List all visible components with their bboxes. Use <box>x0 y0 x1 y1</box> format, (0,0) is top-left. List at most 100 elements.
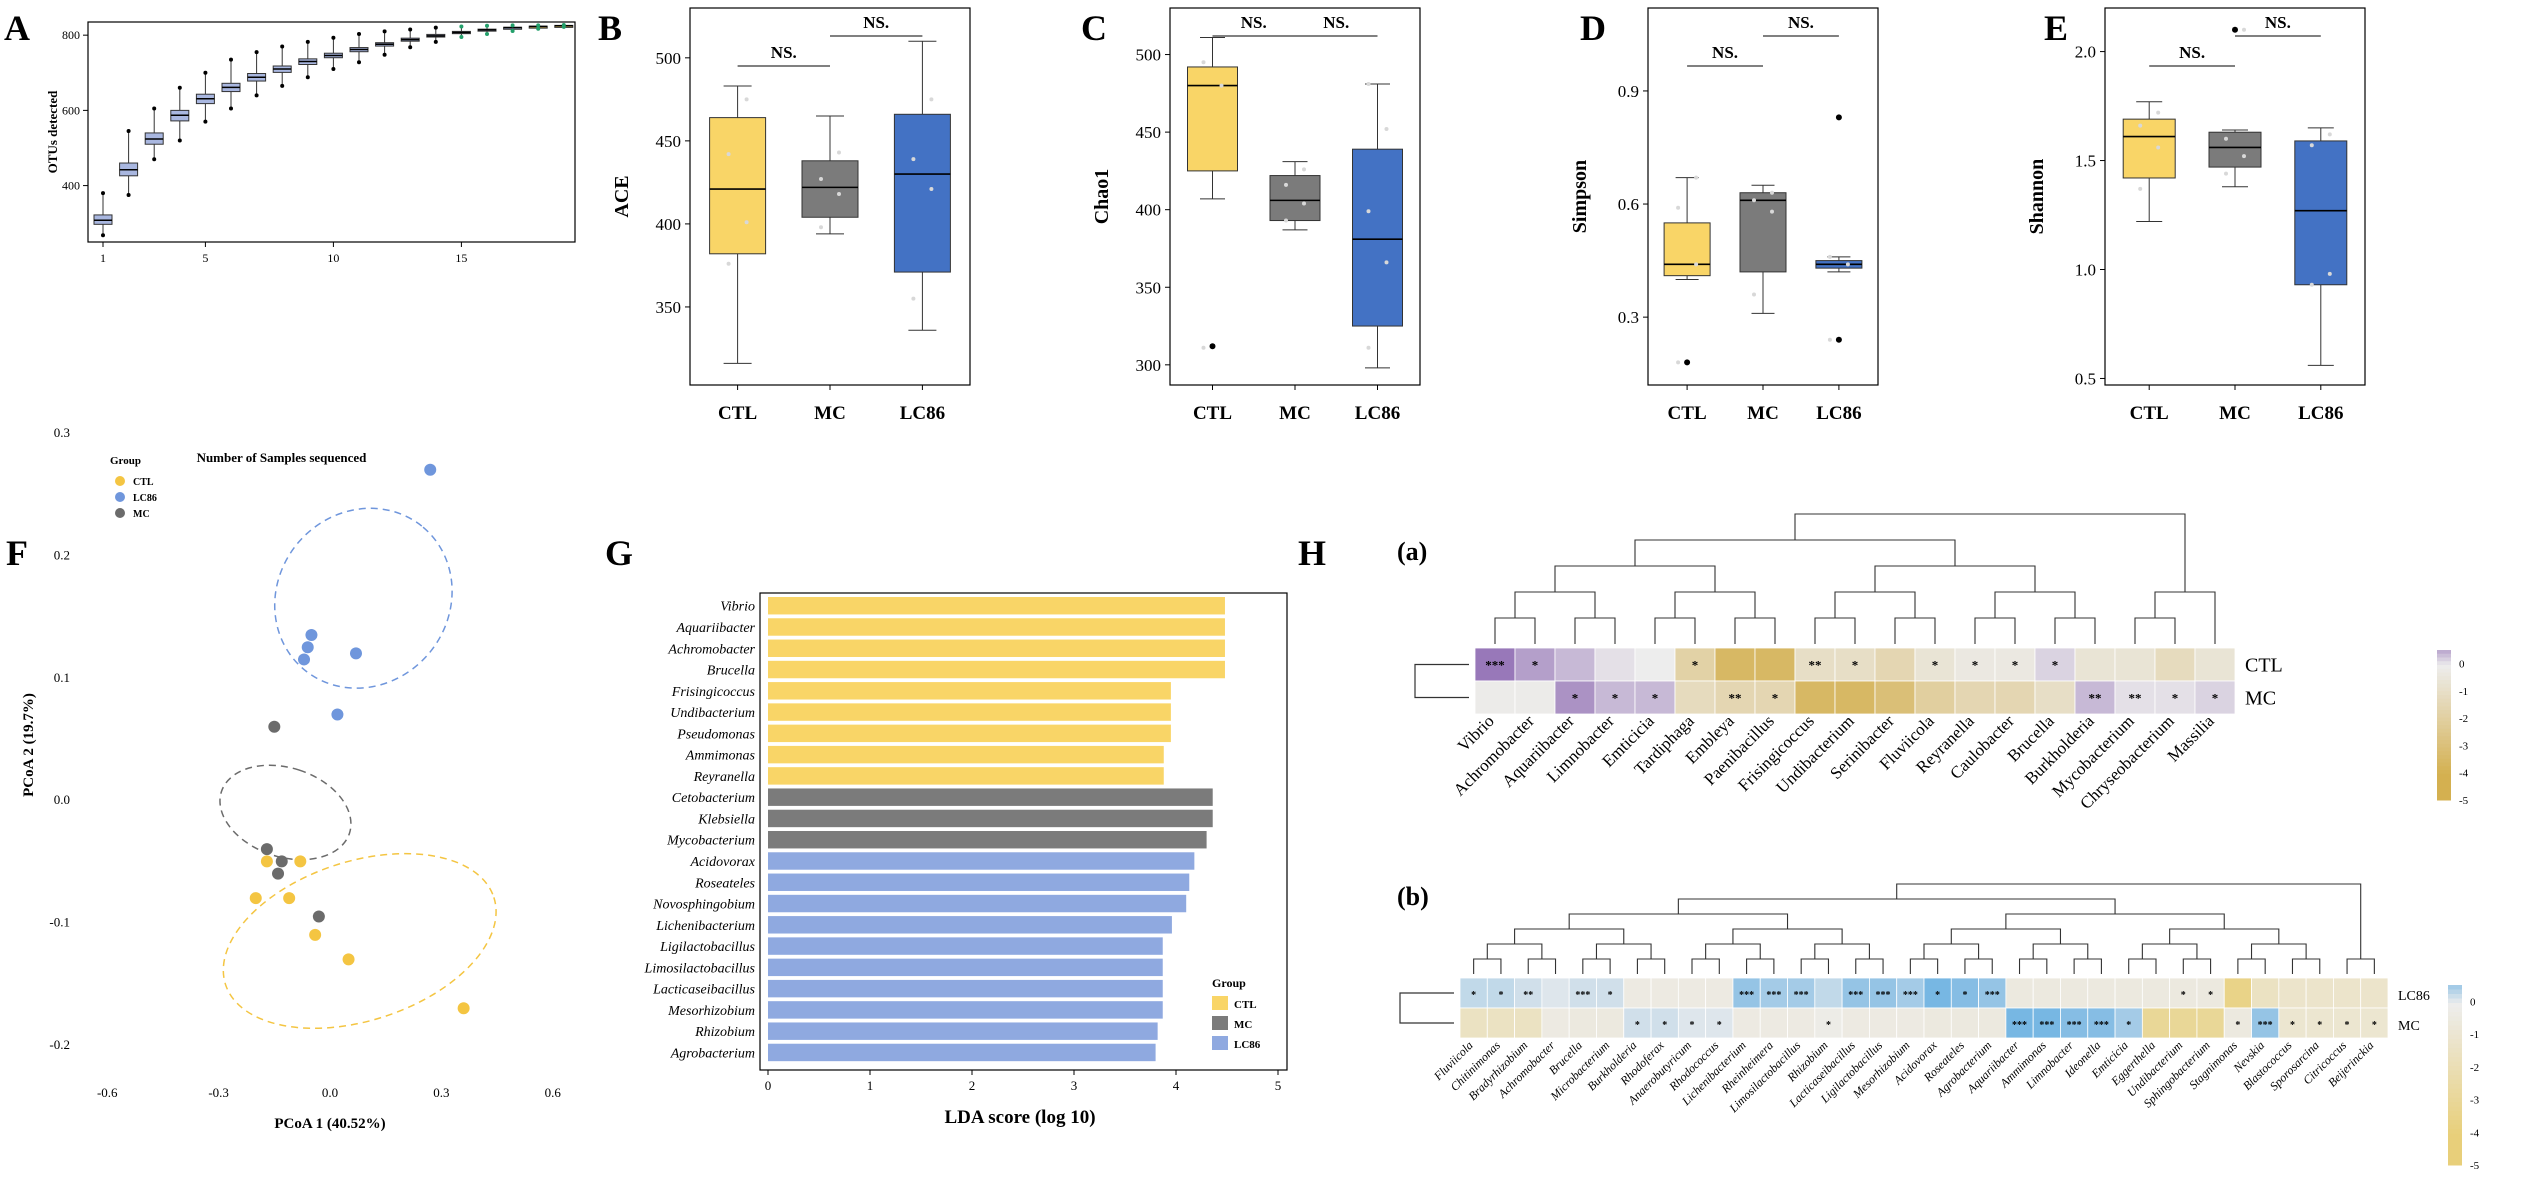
significance-label: NS. <box>2179 43 2205 62</box>
heatmap-cell <box>1677 1007 1707 1039</box>
significance-stars: *** <box>1739 990 1754 1001</box>
x-tick-label-g: 4 <box>1173 1078 1180 1093</box>
y-axis-label: Shannon <box>2026 159 2048 235</box>
point-a <box>305 75 310 80</box>
jitter-point <box>2138 186 2143 191</box>
panel-letter-e: E <box>2044 8 2068 48</box>
heatmap-cell <box>2333 1007 2362 1039</box>
bar-label: Ligilactobacillus <box>659 940 755 955</box>
jitter-point <box>2156 145 2161 150</box>
y-tick-label: 450 <box>656 132 682 151</box>
pcoa-point <box>424 463 437 476</box>
point-a <box>459 35 464 40</box>
lda-bar <box>768 724 1171 743</box>
heatmap-a: (a)*** * * ** * * * * * CTL* * * ** * ** ** * * MCVibrioAc… <box>1397 513 2469 813</box>
heatmap-cell <box>2141 1007 2171 1039</box>
x-tick-label-a: 10 <box>327 251 339 265</box>
box <box>1739 192 1787 273</box>
colorbar-segment <box>2448 1147 2462 1152</box>
significance-stars: *** <box>1876 990 1891 1001</box>
significance-stars: * <box>2172 691 2179 706</box>
panel-letter-h: H <box>1298 533 1326 573</box>
y-tick-label-a: 400 <box>62 179 80 193</box>
significance-stars: * <box>1572 691 1579 706</box>
point-a <box>510 29 515 34</box>
colorbar-segment <box>2437 747 2451 752</box>
colorbar-segment <box>2448 1079 2462 1085</box>
point-a <box>433 25 438 30</box>
pcoa-point <box>312 910 325 923</box>
point-a <box>357 32 361 37</box>
y-tick-label-a: 800 <box>62 28 80 42</box>
jitter-point <box>1770 209 1774 214</box>
row-label: MC <box>2398 1019 2420 1034</box>
significance-stars: * <box>2290 1020 2295 1031</box>
significance-stars: * <box>2052 658 2059 673</box>
category-label: CTL <box>718 403 757 424</box>
colorbar-segment <box>2448 1115 2462 1121</box>
significance-stars: ** <box>1523 990 1533 1001</box>
colorbar-segment <box>2448 1016 2462 1022</box>
pcoa-point <box>249 892 262 905</box>
colorbar-segment <box>2448 1093 2462 1098</box>
colorbar-segment <box>2437 665 2451 670</box>
legend-swatch-g <box>1212 996 1228 1010</box>
colorbar-segment <box>2437 777 2451 782</box>
point-a <box>433 39 438 44</box>
significance-stars: * <box>1932 658 1939 673</box>
heatmap-cell <box>2087 1007 2116 1039</box>
colorbar-segment <box>2448 1142 2462 1148</box>
colorbar-segment <box>2437 668 2451 673</box>
colorbar-segment <box>2437 740 2451 745</box>
heatmap-cell <box>1914 680 1956 715</box>
pcoa-point <box>331 708 344 721</box>
y-tick-label-f: -0.2 <box>49 1037 70 1052</box>
jitter-point <box>1827 254 1832 259</box>
heatmap-cell <box>2005 977 2034 1009</box>
category-label: CTL <box>1668 403 1707 424</box>
category-label: MC <box>2219 403 2251 424</box>
colorbar-segment <box>2448 1102 2462 1107</box>
y-tick-label: 300 <box>1136 356 1162 375</box>
heatmap-cell <box>1978 977 2007 1009</box>
box <box>2294 140 2348 286</box>
jitter-point <box>1201 345 1206 350</box>
lda-bar <box>768 788 1213 806</box>
category-label: CTL <box>2130 403 2169 424</box>
point-a <box>177 85 182 90</box>
panel-letter-g: G <box>605 533 633 573</box>
significance-label: NS. <box>863 13 889 32</box>
colorbar-segment <box>2437 691 2451 696</box>
point-a <box>382 29 387 34</box>
lda-bar <box>768 767 1164 785</box>
heatmap-cell <box>1874 680 1916 715</box>
pcoa-point <box>298 653 311 666</box>
point-a <box>126 129 131 134</box>
jitter-point <box>2309 282 2314 287</box>
colorbar-segment <box>2448 1088 2462 1094</box>
panel-letter-b: B <box>598 8 622 48</box>
y-tick-label-f: 0.0 <box>54 792 70 807</box>
y-axis-label: ACE <box>611 175 633 217</box>
jitter-point <box>1366 345 1371 350</box>
heatmap-cell <box>2251 977 2280 1009</box>
heatmap-cell <box>1759 977 1788 1009</box>
heatmap-cell <box>2114 1007 2143 1039</box>
bar-label: Cetobacterium <box>672 791 755 806</box>
colorbar-tick-label: -5 <box>2459 795 2469 807</box>
row-label: LC86 <box>2398 989 2430 1004</box>
colorbar-segment <box>2437 751 2451 756</box>
colorbar-segment <box>2437 698 2451 703</box>
column-dendrogram <box>1494 513 2216 644</box>
heatmap-cell <box>1554 680 1596 715</box>
jitter-point <box>819 177 823 182</box>
box <box>1187 66 1238 172</box>
y-tick-label: 400 <box>656 215 682 234</box>
colorbar-segment <box>2448 1084 2462 1089</box>
colorbar-segment <box>2448 1012 2462 1017</box>
pcoa-point <box>260 843 273 856</box>
heatmap-cell <box>1623 1007 1652 1039</box>
significance-stars: ** <box>2129 691 2142 706</box>
heatmap-cell <box>2034 680 2076 715</box>
